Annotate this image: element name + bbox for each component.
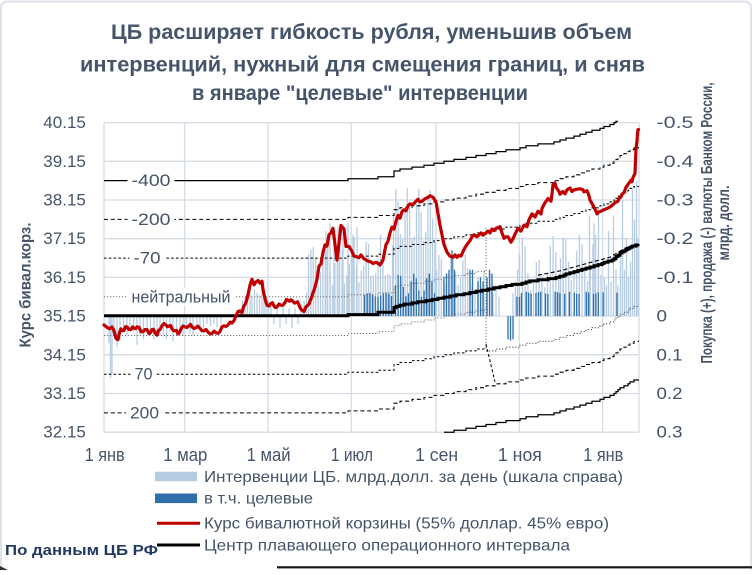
- svg-text:1 сен: 1 сен: [415, 444, 458, 465]
- svg-text:Курс бивалютной корзины (55% д: Курс бивалютной корзины (55% доллар. 45%…: [204, 516, 609, 533]
- svg-text:1 май: 1 май: [247, 444, 291, 465]
- svg-text:в т.ч. целевые: в т.ч. целевые: [204, 491, 313, 508]
- svg-text:0: 0: [657, 308, 668, 326]
- svg-text:1 янв: 1 янв: [85, 444, 125, 465]
- svg-text:40.15: 40.15: [43, 114, 86, 132]
- svg-text:в январе "целевые" интервенции: в январе "целевые" интервенции: [192, 81, 528, 105]
- svg-text:млрд. долл.: млрд. долл.: [716, 186, 733, 261]
- svg-text:33.15: 33.15: [43, 385, 86, 403]
- svg-text:200: 200: [130, 403, 159, 422]
- svg-text:-0.4: -0.4: [657, 153, 694, 171]
- svg-text:1 ноя: 1 ноя: [498, 444, 542, 465]
- svg-text:0.2: 0.2: [657, 385, 683, 403]
- svg-text:Центр плавающего операционного: Центр плавающего операционного интервала: [204, 537, 570, 554]
- svg-text:1 мар: 1 мар: [163, 444, 207, 465]
- svg-text:32.15: 32.15: [43, 424, 86, 442]
- svg-text:35.15: 35.15: [43, 308, 86, 326]
- svg-text:-0.5: -0.5: [657, 114, 694, 132]
- svg-text:Интервенции ЦБ. млрд.долл. за: Интервенции ЦБ. млрд.долл. за день (шкал…: [204, 469, 623, 486]
- svg-text:1 июл: 1 июл: [331, 444, 373, 465]
- svg-text:интервенций, нужный для смещен: интервенций, нужный для смещения границ,…: [80, 53, 645, 77]
- svg-text:По данным ЦБ РФ: По данным ЦБ РФ: [5, 543, 158, 559]
- svg-text:-70: -70: [134, 249, 161, 268]
- svg-text:70: 70: [135, 365, 153, 384]
- svg-text:36.15: 36.15: [43, 269, 86, 287]
- svg-text:-0.1: -0.1: [657, 269, 694, 287]
- svg-text:38.15: 38.15: [43, 192, 86, 210]
- svg-text:37.15: 37.15: [43, 230, 86, 248]
- svg-text:1 янв: 1 янв: [583, 444, 623, 465]
- svg-text:-400: -400: [132, 171, 171, 190]
- svg-text:нейтральный: нейтральный: [132, 287, 231, 306]
- svg-text:-200: -200: [132, 210, 171, 229]
- svg-text:ЦБ расширяет гибкость рубля, у: ЦБ расширяет гибкость рубля, уменьшив об…: [111, 20, 632, 44]
- svg-text:Курс бивал.корз.: Курс бивал.корз.: [18, 223, 35, 348]
- svg-text:39.15: 39.15: [43, 153, 86, 171]
- svg-text:0.1: 0.1: [657, 346, 683, 364]
- svg-text:0.3: 0.3: [657, 424, 683, 442]
- svg-text:34.15: 34.15: [43, 346, 86, 364]
- svg-text:-0.2: -0.2: [657, 230, 694, 248]
- svg-text:Покупка (+), продажа (-) валют: Покупка (+), продажа (-) валюты Банком Р…: [699, 83, 716, 364]
- svg-text:-0.3: -0.3: [657, 192, 694, 210]
